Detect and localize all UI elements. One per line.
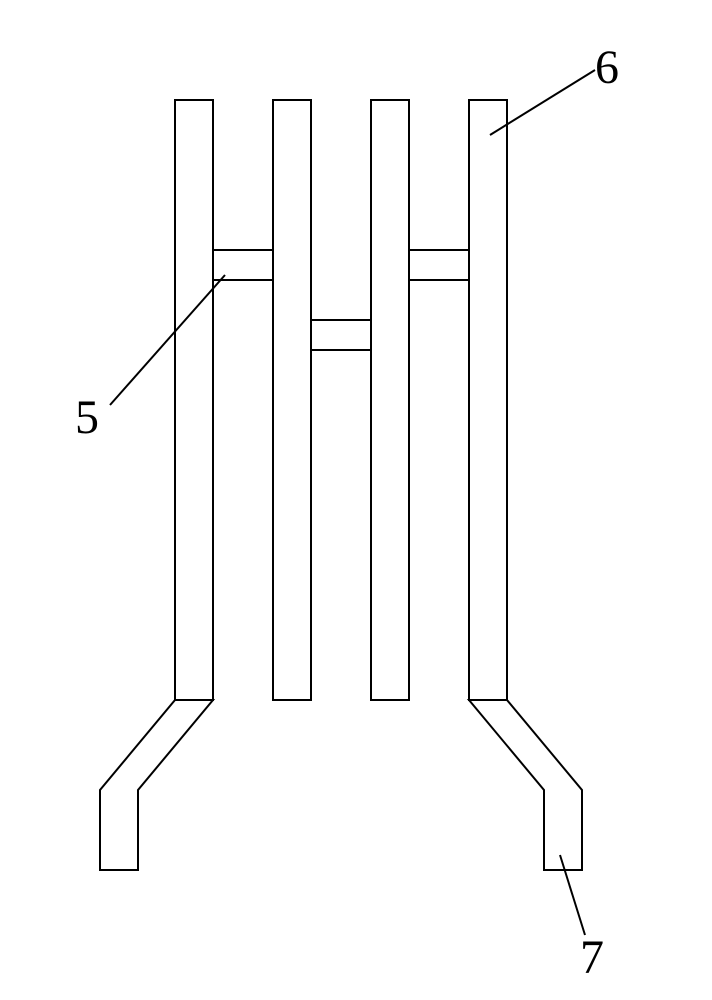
label-6: 6	[595, 40, 619, 95]
foot-left	[100, 700, 213, 870]
foot-right	[469, 700, 582, 870]
connector-middle	[311, 320, 371, 350]
connector-right	[409, 250, 469, 280]
label-5: 5	[75, 390, 99, 445]
vertical-bars	[175, 100, 507, 700]
label-7: 7	[580, 930, 604, 985]
bar-2	[273, 100, 311, 700]
connectors	[213, 250, 469, 350]
bar-3	[371, 100, 409, 700]
bar-4	[469, 100, 507, 700]
connector-left	[213, 250, 273, 280]
technical-diagram	[0, 0, 712, 1000]
bar-1	[175, 100, 213, 700]
